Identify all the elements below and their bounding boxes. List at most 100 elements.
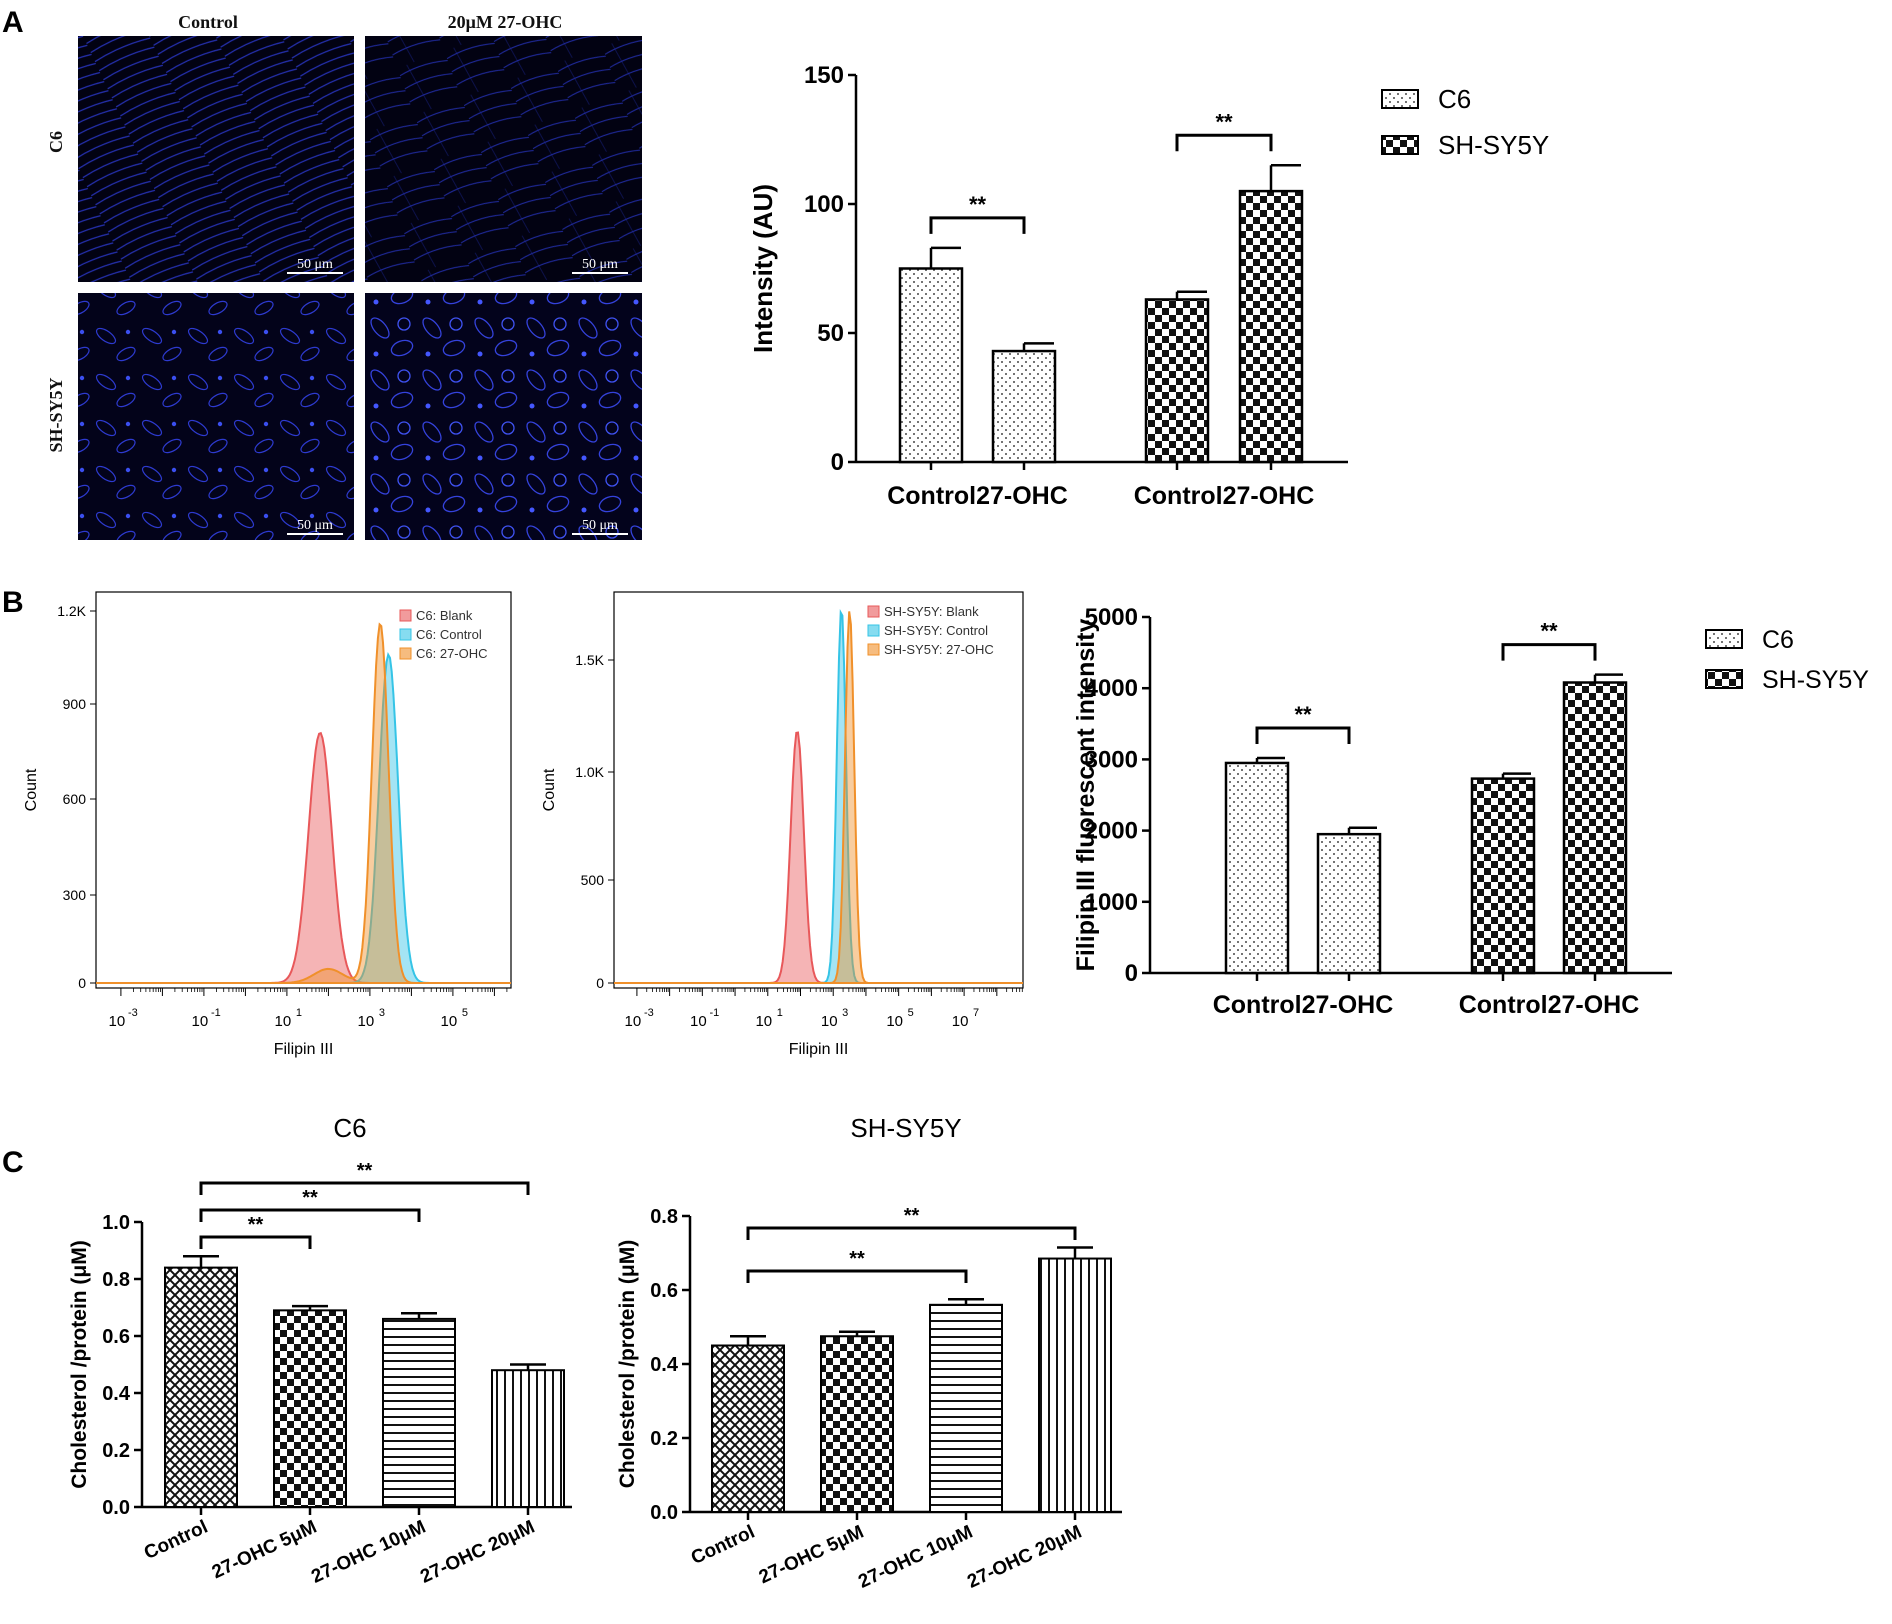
micrograph-grid: Control 20μM 27-OHC C6 SH-SY5Y 50 μm 50 … — [46, 12, 642, 540]
y-tick-label: 1.5K — [575, 652, 604, 668]
y-tick-label: 0.0 — [650, 1502, 678, 1524]
x-axis-label: Filipin III — [274, 1041, 334, 1058]
y-tick-label: 4000 — [1085, 675, 1138, 702]
y-axis-label: Cholesterol /protein (μM) — [616, 1240, 639, 1489]
legend-swatch — [399, 609, 412, 622]
x-tick-label: Control — [141, 1516, 211, 1564]
panel-label-a: A — [2, 6, 24, 39]
bar — [1470, 777, 1536, 975]
histogram-treated — [96, 622, 511, 984]
x-tick-label: 27-OHC 10μM — [308, 1516, 429, 1587]
legend-swatch — [1705, 629, 1743, 649]
y-tick-label: 5000 — [1085, 604, 1138, 631]
significance-label: ** — [1294, 702, 1312, 727]
x-tick-label: 10 — [625, 1013, 642, 1030]
scalebar-c6-control: 50 μm — [287, 257, 343, 274]
x-tick-exponent: 1 — [296, 1007, 302, 1019]
bar — [991, 349, 1057, 464]
chart-title: SH-SY5Y — [850, 1113, 961, 1143]
y-tick-label: 0 — [1125, 960, 1138, 987]
y-tick-label: 100 — [804, 191, 844, 218]
y-tick-label: 2000 — [1085, 818, 1138, 845]
x-tick-label: 27-OHC 20μM — [964, 1521, 1085, 1592]
y-tick-label: 3000 — [1085, 746, 1138, 773]
significance-label: ** — [1215, 109, 1233, 134]
x-tick-exponent: 1 — [777, 1007, 783, 1019]
bar — [1238, 189, 1304, 464]
scalebar-label: 50 μm — [582, 257, 618, 272]
scalebar-label: 50 μm — [297, 518, 333, 533]
x-tick-label: 10 — [109, 1013, 126, 1030]
y-tick-label: 1000 — [1085, 889, 1138, 916]
y-tick-label: 600 — [63, 791, 87, 807]
micrograph-c6-control — [78, 36, 354, 282]
scalebar-label: 50 μm — [582, 518, 618, 533]
histogram-treated — [614, 611, 1023, 984]
legend-entry: SH-SY5Y — [1438, 130, 1549, 160]
y-tick-label: 0.8 — [650, 1206, 678, 1228]
y-tick-label: 1.2K — [57, 603, 86, 619]
y-tick-label: 0 — [78, 975, 86, 991]
scalebar-shsy5y-control: 50 μm — [287, 518, 343, 535]
bar — [1038, 1257, 1112, 1514]
significance-label: ** — [969, 192, 987, 217]
x-axis-label: Filipin III — [789, 1041, 849, 1058]
x-tick-exponent: 3 — [842, 1007, 848, 1019]
legend-swatch — [1381, 89, 1419, 109]
significance-label: ** — [357, 1160, 373, 1182]
y-tick-label: 150 — [804, 62, 844, 89]
x-tick-label: 27-OHC 5μM — [209, 1516, 320, 1583]
chart-a_bar: 0 50 100 150 Intensity (AU) Control27-OHC ** Co… — [748, 62, 1549, 510]
x-tick-label: 10 — [755, 1013, 772, 1030]
significance-label: ** — [302, 1187, 318, 1209]
micrograph-col-header-control: Control — [178, 12, 238, 32]
legend-swatch — [867, 605, 880, 618]
scalebar-label: 50 μm — [297, 257, 333, 272]
bar — [1144, 298, 1210, 464]
x-tick-exponent: -3 — [644, 1007, 654, 1019]
x-tick-exponent: -1 — [709, 1007, 719, 1019]
y-axis-label: Filipin III fluorescent intensity — [1072, 618, 1100, 971]
chart-title: C6 — [333, 1113, 366, 1143]
y-tick-label: 0.8 — [102, 1269, 130, 1291]
y-axis-label: Intensity (AU) — [748, 184, 778, 353]
x-tick-label: 10 — [192, 1013, 209, 1030]
y-tick-label: 0.2 — [102, 1440, 130, 1462]
x-tick-label: Control27-OHC — [887, 482, 1068, 510]
panel-label-c: C — [2, 1146, 24, 1179]
y-tick-label: 0.6 — [102, 1326, 130, 1348]
legend-entry: SH-SY5Y: Control — [884, 623, 988, 638]
bar — [898, 267, 964, 464]
legend-entry: SH-SY5Y: Blank — [884, 604, 979, 619]
x-tick-label: Control27-OHC — [1213, 991, 1394, 1019]
bar — [1224, 761, 1290, 975]
bar — [273, 1309, 347, 1508]
y-axis-label: Count — [23, 768, 40, 811]
micrograph-row-label-c6: C6 — [46, 131, 66, 153]
significance-bracket — [1255, 726, 1351, 744]
significance-bracket — [1175, 133, 1273, 152]
x-tick-label: 10 — [690, 1013, 707, 1030]
x-tick-exponent: 3 — [379, 1007, 385, 1019]
significance-bracket — [199, 1208, 421, 1222]
legend-swatch — [867, 643, 880, 656]
legend-entry: C6: Blank — [416, 608, 473, 623]
significance-bracket — [929, 216, 1026, 234]
y-tick-label: 0 — [831, 449, 844, 476]
bar — [164, 1266, 238, 1508]
x-tick-exponent: 5 — [908, 1007, 914, 1019]
micrograph-shsy5y-control — [78, 293, 354, 540]
x-tick-exponent: -1 — [211, 1007, 221, 1019]
significance-bracket — [746, 1226, 1077, 1240]
y-tick-label: 500 — [581, 872, 605, 888]
y-tick-label: 0.6 — [650, 1280, 678, 1302]
bar — [1316, 832, 1382, 975]
y-tick-label: 0 — [596, 975, 604, 991]
x-tick-label: 10 — [821, 1013, 838, 1030]
significance-label: ** — [849, 1248, 865, 1270]
legend-entry: C6: Control — [416, 627, 482, 642]
